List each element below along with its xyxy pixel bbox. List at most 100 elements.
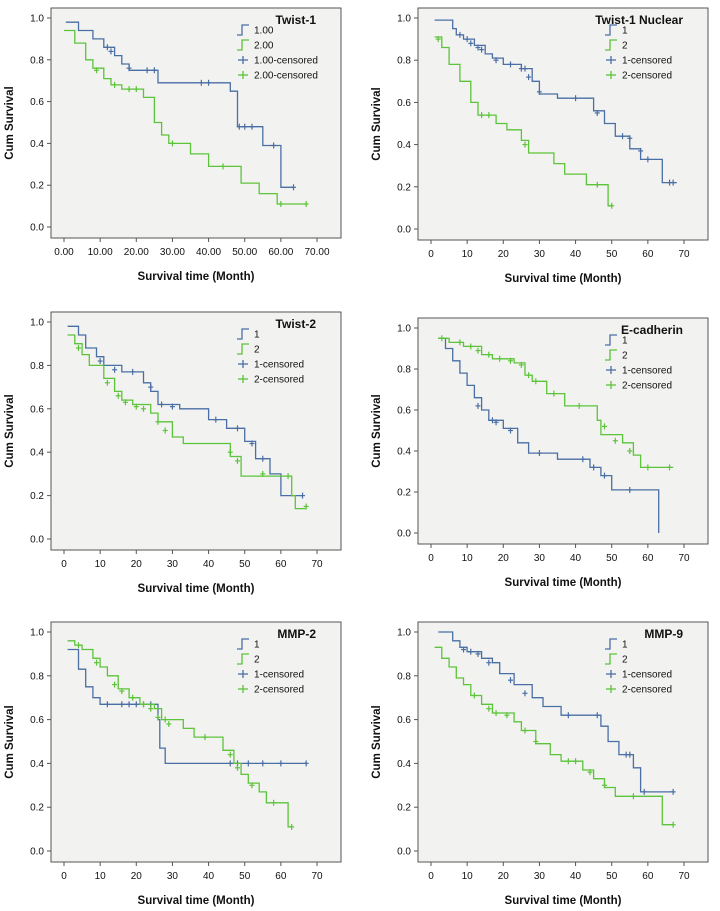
legend-label: 1	[622, 336, 628, 347]
censor-mark	[94, 67, 100, 74]
legend: 1 2 1-censored 2-censored	[605, 24, 672, 82]
legend-label: 1-censored	[254, 360, 304, 371]
censor-mark	[475, 650, 481, 657]
x-tick-label: 10	[462, 871, 474, 882]
y-tick-label: 0.8	[397, 671, 411, 682]
x-tick-label: 50	[606, 871, 618, 882]
legend-step-icon	[237, 343, 249, 355]
y-tick-label: 1.0	[397, 324, 411, 335]
y-tick-label: 1.0	[30, 628, 44, 639]
censor-mark	[97, 358, 103, 365]
censor-mark	[601, 782, 607, 789]
censor-mark	[536, 88, 542, 95]
y-tick-label: 0.0	[30, 847, 44, 858]
censor-mark	[489, 417, 495, 424]
censor-mark	[141, 701, 147, 708]
censor-mark	[468, 648, 474, 655]
censor-mark	[169, 403, 175, 410]
censor-mark	[641, 788, 647, 795]
censor-mark	[667, 464, 673, 471]
x-tick-label: 0	[428, 249, 434, 260]
censor-mark	[670, 821, 676, 828]
x-axis-title: Survival time (Month)	[138, 271, 255, 283]
censor-mark	[457, 31, 463, 38]
censor-mark	[227, 760, 233, 767]
x-tick-label: 40	[203, 559, 215, 570]
censor-mark	[439, 335, 445, 342]
x-tick-label: 50	[239, 559, 251, 570]
x-tick-label: 50	[606, 249, 618, 260]
censor-mark	[278, 201, 284, 208]
censor-mark	[493, 710, 499, 717]
censor-mark	[249, 123, 255, 130]
censor-mark	[130, 694, 136, 701]
y-axis-title: Cum Survival	[4, 86, 16, 160]
x-tick-label: 30	[534, 553, 546, 564]
censor-mark	[670, 788, 676, 795]
legend: 1 2 1-censored 2-censored	[605, 334, 672, 392]
censor-mark	[536, 450, 542, 457]
legend-label: 1-censored	[622, 366, 672, 377]
x-tick-label: 20	[131, 871, 143, 882]
censor-mark	[249, 782, 255, 789]
legend-step-icon	[237, 638, 249, 650]
censor-mark	[126, 701, 132, 708]
legend-label: 2-censored	[622, 685, 672, 696]
survival-curve-2	[434, 36, 612, 207]
y-tick-label: 0.6	[397, 98, 411, 109]
censor-mark	[645, 156, 651, 163]
censor-mark	[576, 402, 582, 409]
x-tick-label: 70	[311, 871, 323, 882]
x-tick-label: 70	[678, 871, 690, 882]
censor-mark	[245, 760, 251, 767]
y-axis-title: Cum Survival	[371, 705, 383, 779]
censor-mark	[198, 79, 204, 86]
censor-mark	[573, 758, 579, 765]
censor-mark	[202, 734, 208, 741]
x-tick-label: 0	[61, 559, 67, 570]
chart-title: E-cadherin	[621, 323, 683, 337]
censor-mark	[526, 372, 532, 379]
legend-label: 1.00-censored	[254, 56, 318, 67]
y-tick-label: 0.2	[30, 491, 44, 502]
legend-label: 1	[622, 640, 628, 651]
censor-mark	[504, 712, 510, 719]
censor-mark	[126, 65, 132, 72]
legend-label: 2	[622, 655, 628, 666]
x-tick-label: 60	[275, 559, 287, 570]
legend-step-icon	[237, 39, 249, 51]
censor-mark	[227, 751, 233, 758]
legend-step-icon	[605, 39, 617, 51]
censor-mark	[119, 701, 125, 708]
censor-mark	[148, 705, 154, 712]
y-tick-label: 0.0	[397, 225, 411, 236]
censor-mark	[133, 86, 139, 93]
x-tick-label: 20.00	[124, 247, 149, 258]
legend-label: 2	[254, 655, 260, 666]
legend: 1 2 1-censored 2-censored	[237, 328, 304, 386]
censor-mark	[75, 345, 81, 352]
censor-mark	[486, 705, 492, 712]
censor-mark	[108, 48, 114, 55]
censor-mark	[155, 714, 161, 721]
x-axis-title: Survival time (Month)	[505, 577, 622, 589]
y-tick-label: 0.2	[397, 803, 411, 814]
legend-label: 2-censored	[254, 375, 304, 386]
survival-curve-2	[438, 337, 674, 469]
censor-mark	[144, 67, 150, 74]
legend: 1 2 1-censored 2-censored	[605, 638, 672, 696]
y-axis-title: Cum Survival	[4, 394, 16, 468]
x-tick-label: 50	[606, 553, 618, 564]
censor-mark	[300, 492, 306, 499]
survival-curve-1	[67, 648, 307, 765]
censor-mark	[594, 181, 600, 188]
legend-label: 1-censored	[622, 670, 672, 681]
x-tick-label: 10	[95, 871, 107, 882]
censor-mark	[130, 368, 136, 375]
y-tick-label: 0.0	[30, 535, 44, 546]
survival-curve-2	[67, 640, 292, 828]
censor-mark	[112, 681, 118, 688]
censor-mark	[303, 760, 309, 767]
censor-mark	[508, 357, 514, 364]
censor-mark	[518, 361, 524, 368]
